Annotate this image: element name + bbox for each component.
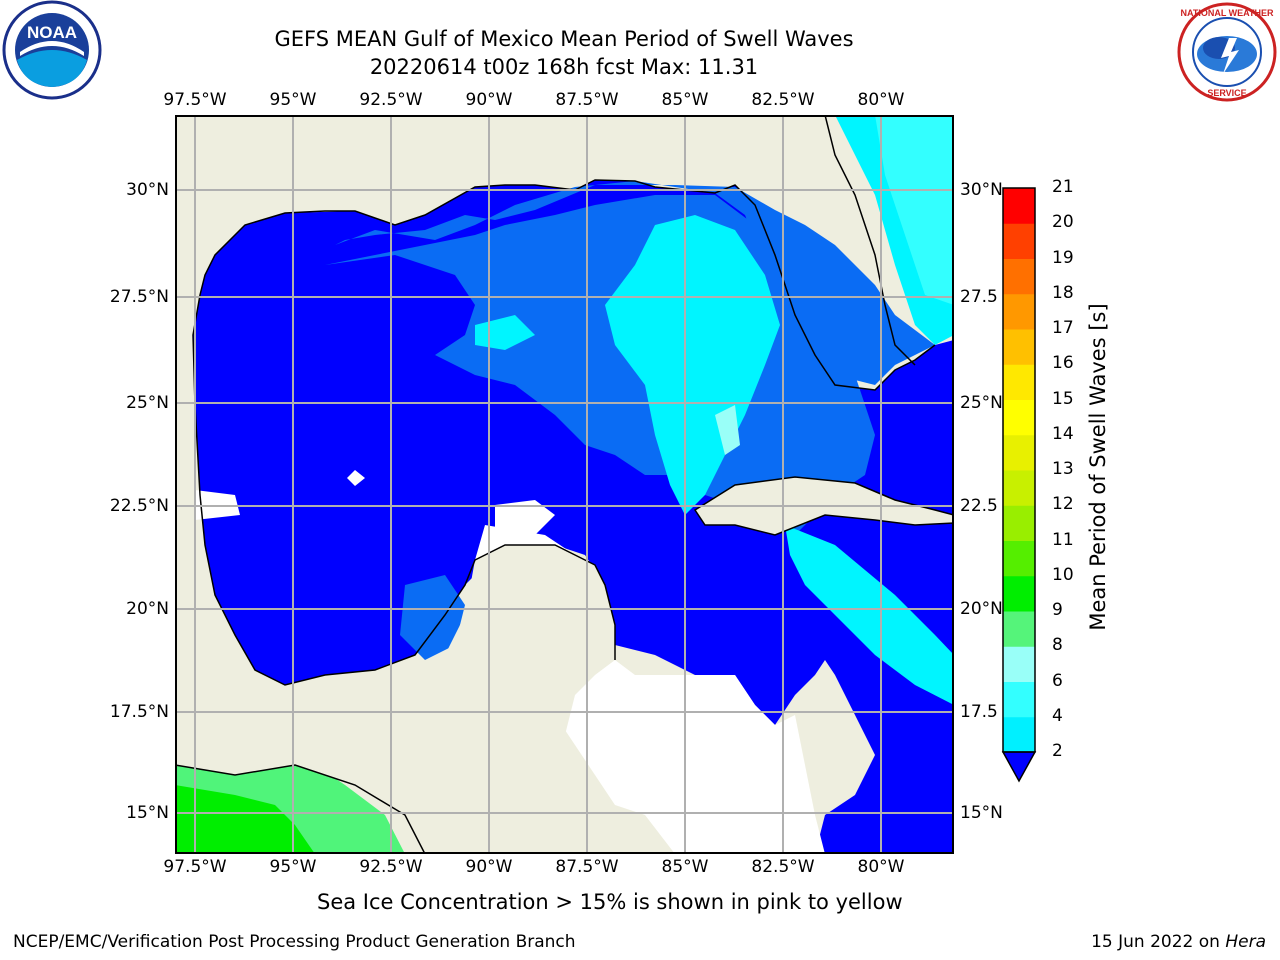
lon-label-top: 87.5°W	[555, 90, 619, 110]
svg-text:NATIONAL WEATHER: NATIONAL WEATHER	[1181, 8, 1274, 18]
map-frame	[175, 115, 954, 854]
lon-label-bottom: 90°W	[465, 857, 513, 877]
map-subtitle: 20220614 t00z 168h fcst Max: 11.31	[369, 55, 759, 79]
colorbar-tick-label: 15	[1052, 388, 1074, 409]
colorbar-tick-label: 13	[1052, 459, 1074, 479]
missing-data-diamond	[347, 470, 365, 486]
lon-label-bottom: 82.5°W	[751, 857, 815, 877]
colorbar-segment	[1003, 188, 1035, 224]
mexico-coastline	[194, 404, 616, 686]
lat-label-right: 15°N	[960, 803, 1003, 823]
ocean-lighter-patch	[715, 405, 740, 455]
colorbar-segment	[1003, 681, 1035, 718]
lat-label-right: 30°N	[960, 180, 1003, 200]
lat-label-left: 17.5°N	[109, 702, 169, 722]
colorbar-tick-label: 20	[1052, 212, 1074, 233]
colorbar-tick-label: 18	[1052, 282, 1074, 303]
colorbar-tick-label: 2	[1052, 741, 1063, 761]
lat-label-left: 15°N	[126, 803, 169, 823]
colorbar-segment	[1003, 611, 1035, 647]
noaa-logo: NOAA	[2, 0, 102, 100]
lon-label-top: 92.5°W	[359, 90, 423, 110]
map-title: GEFS MEAN Gulf of Mexico Mean Period of …	[274, 27, 854, 51]
lon-label-bottom: 85°W	[661, 857, 709, 877]
lon-label-top: 97.5°W	[163, 90, 227, 110]
colorbar-segment	[1003, 258, 1035, 295]
lon-label-top: 80°W	[857, 90, 905, 110]
colorbar-segment	[1003, 540, 1035, 577]
caribbean-light-region	[785, 525, 954, 705]
footer-branch: NCEP/EMC/Verification Post Processing Pr…	[13, 932, 576, 952]
lon-label-top: 95°W	[269, 90, 317, 110]
colorbar-segment	[1003, 646, 1035, 682]
central-america-land	[315, 765, 435, 854]
lat-label-right: 22.5	[960, 496, 998, 516]
colorbar-segment	[1003, 329, 1035, 365]
colorbar-under-triangle	[1001, 751, 1037, 783]
lon-label-bottom: 97.5°W	[163, 857, 227, 877]
footer-date: 15 Jun 2022 on Hera	[1091, 932, 1266, 952]
ocean-light-region	[605, 215, 780, 515]
svg-text:SERVICE: SERVICE	[1207, 88, 1246, 98]
colorbar-tick-label: 21	[1052, 177, 1074, 197]
colorbar-segment	[1003, 716, 1035, 753]
colorbar-tick-label: 6	[1052, 670, 1063, 691]
colorbar-segment	[1003, 293, 1035, 330]
lat-label-left: 27.5°N	[109, 287, 169, 307]
lon-label-bottom: 95°W	[269, 857, 317, 877]
swell-period-map	[175, 115, 954, 854]
lon-label-bottom: 87.5°W	[555, 857, 619, 877]
colorbar-tick-label: 4	[1052, 705, 1063, 726]
missing-data-patch	[495, 500, 555, 535]
colorbar-tick-label: 16	[1052, 353, 1074, 374]
colorbar-segment	[1003, 399, 1035, 436]
colorbar-tick-label: 17	[1052, 318, 1074, 338]
lat-label-right: 20°N	[960, 599, 1003, 619]
pacific-coastline	[175, 764, 426, 854]
colorbar-tick-label: 10	[1052, 564, 1074, 585]
sea-ice-note: Sea Ice Concentration > 15% is shown in …	[317, 890, 903, 914]
lon-label-top: 85°W	[661, 90, 709, 110]
footer-date-text: 15 Jun 2022 on	[1091, 932, 1226, 952]
colorbar-tick-label: 9	[1052, 600, 1063, 620]
lon-label-top: 90°W	[465, 90, 513, 110]
florida-coastline	[824, 115, 916, 366]
lat-label-right: 17.5	[960, 702, 998, 722]
colorbar-tick-label: 8	[1052, 635, 1063, 656]
graticule	[175, 115, 954, 854]
colorbar	[1001, 187, 1037, 783]
colorbar-segment	[1003, 364, 1035, 400]
colorbar-tick-label: 14	[1052, 423, 1074, 444]
footer-machine: Hera	[1225, 932, 1266, 952]
lat-label-right: 25°N	[960, 393, 1003, 413]
lat-label-left: 25°N	[126, 393, 169, 413]
colorbar-frame	[1002, 187, 1036, 753]
lat-label-left: 22.5°N	[109, 496, 169, 516]
pacific-green-dark-region	[175, 785, 315, 854]
colorbar-segment	[1003, 470, 1035, 506]
lat-label-right: 27.5	[960, 287, 998, 307]
noaa-logo-text: NOAA	[27, 23, 77, 42]
colorbar-segment	[1003, 434, 1035, 471]
colorbar-tick-label: 19	[1052, 247, 1074, 268]
lon-label-bottom: 92.5°W	[359, 857, 423, 877]
colorbar-segment	[1003, 505, 1035, 541]
lon-label-top: 82.5°W	[751, 90, 815, 110]
ocean-mid-patch	[400, 575, 465, 660]
colorbar-label: Mean Period of Swell Waves [s]	[1086, 303, 1110, 631]
colorbar-segment	[1003, 575, 1035, 612]
colorbar-segment	[1003, 223, 1035, 259]
colorbar-tick-label: 11	[1052, 529, 1074, 550]
colorbar-tick-label: 12	[1052, 494, 1074, 515]
lat-label-left: 30°N	[126, 180, 169, 200]
nws-logo: NATIONAL WEATHER SERVICE	[1177, 2, 1277, 102]
lon-label-bottom: 80°W	[857, 857, 905, 877]
atlantic-lighter-region	[875, 115, 954, 305]
lat-label-left: 20°N	[126, 599, 169, 619]
